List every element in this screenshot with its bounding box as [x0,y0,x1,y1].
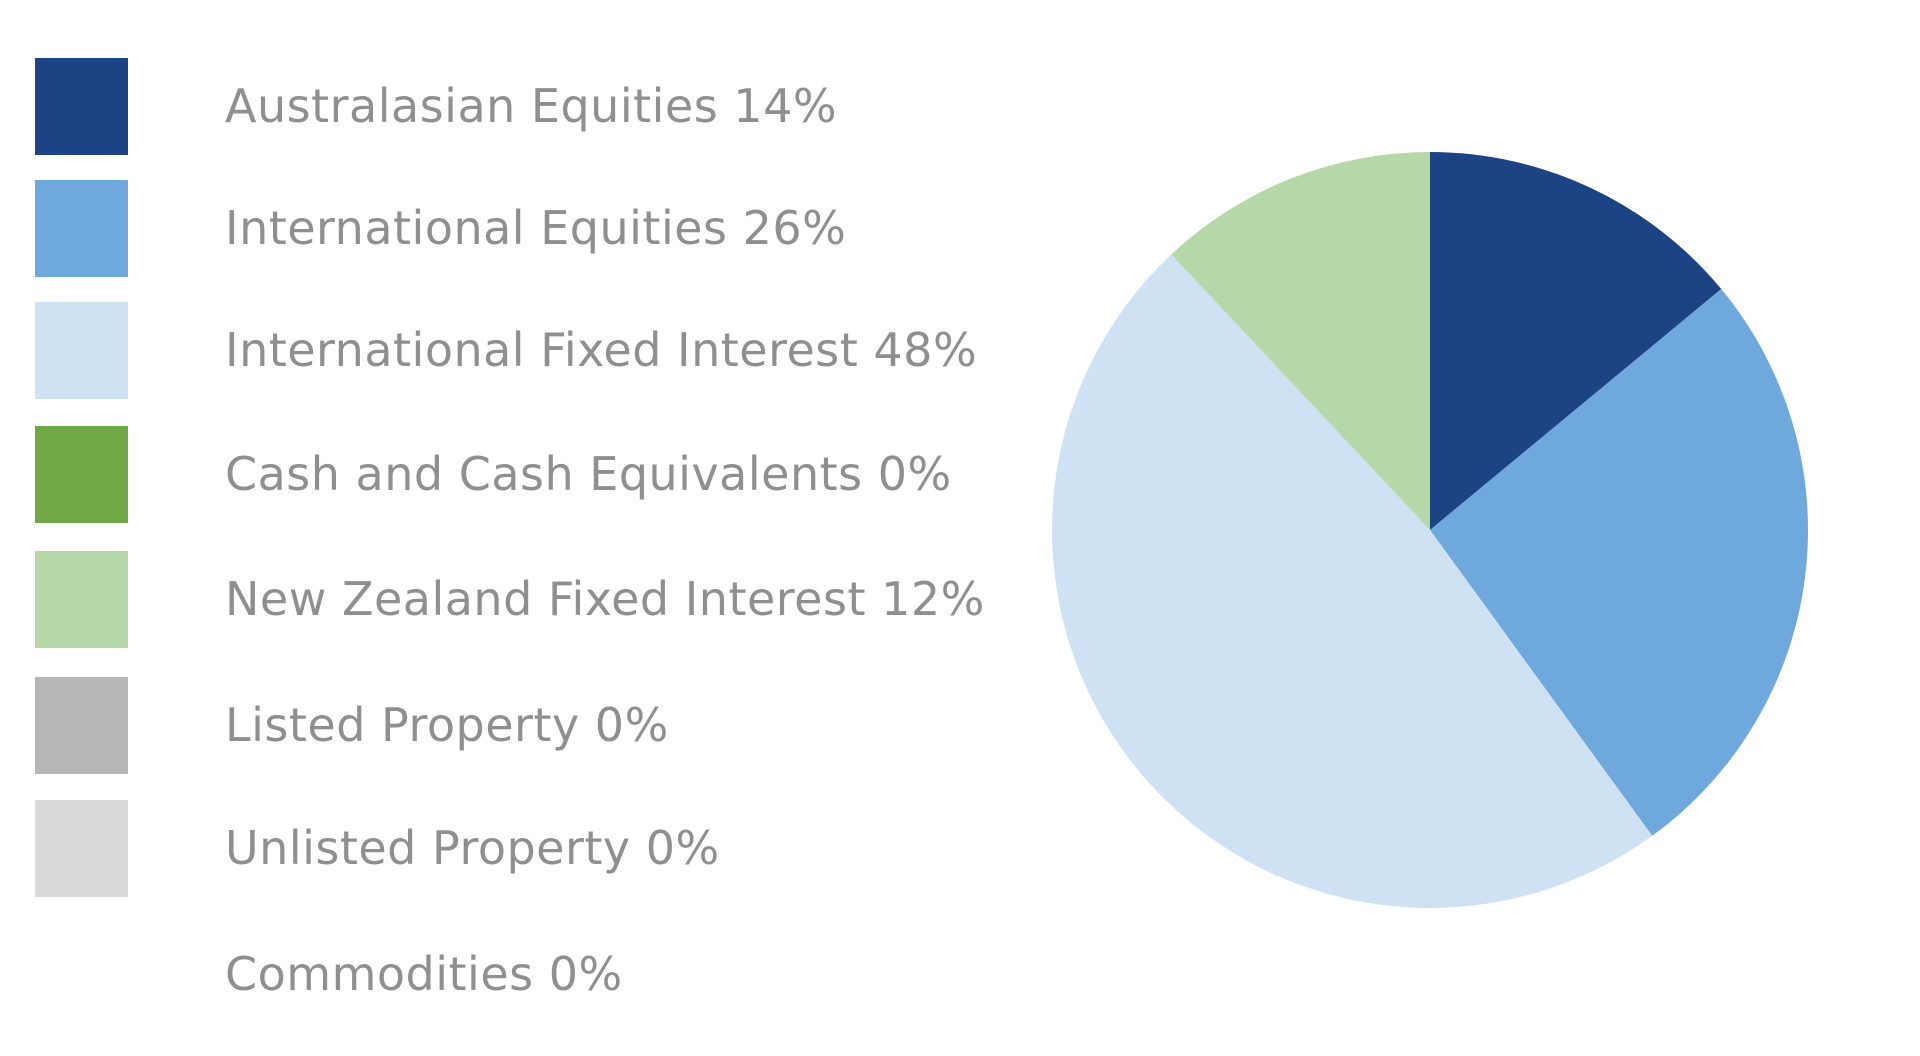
legend-label: Australasian Equities 14% [225,79,838,133]
legend-item-new-zealand-fixed-interest: New Zealand Fixed Interest 12% [0,551,1040,676]
legend-swatch [35,58,128,155]
pie-chart-svg [1052,152,1808,908]
pie-slice-international-equities [1430,289,1808,836]
legend-label: International Equities 26% [225,201,847,255]
legend-item-listed-property: Listed Property 0% [0,677,1040,802]
legend-item-international-equities: International Equities 26% [0,180,1040,305]
legend-swatch [35,551,128,648]
legend-label: Listed Property 0% [225,698,669,752]
legend-item-commodities: Commodities 0% [0,926,1040,1051]
legend-swatch [35,180,128,277]
legend-label: International Fixed Interest 48% [225,323,978,377]
legend-swatch [35,926,128,1023]
legend-swatch [35,426,128,523]
legend-label: Unlisted Property 0% [225,821,720,875]
pie-slice-australasian-equities [1430,152,1722,530]
legend-label: Cash and Cash Equivalents 0% [225,447,952,501]
legend-item-australasian-equities: Australasian Equities 14% [0,58,1040,183]
chart-legend: Australasian Equities 14% International … [0,58,1040,1051]
pie-slice-new-zealand-fixed-interest [1171,152,1430,530]
legend-item-unlisted-property: Unlisted Property 0% [0,800,1040,925]
legend-item-international-fixed-interest: International Fixed Interest 48% [0,302,1040,427]
legend-swatch [35,800,128,897]
pie-chart [1040,140,1820,920]
legend-label: Commodities 0% [225,947,623,1001]
legend-swatch [35,302,128,399]
legend-swatch [35,677,128,774]
legend-item-cash-and-cash-equivalents: Cash and Cash Equivalents 0% [0,426,1040,551]
legend-label: New Zealand Fixed Interest 12% [225,572,985,626]
pie-slice-international-fixed-interest [1052,254,1653,908]
